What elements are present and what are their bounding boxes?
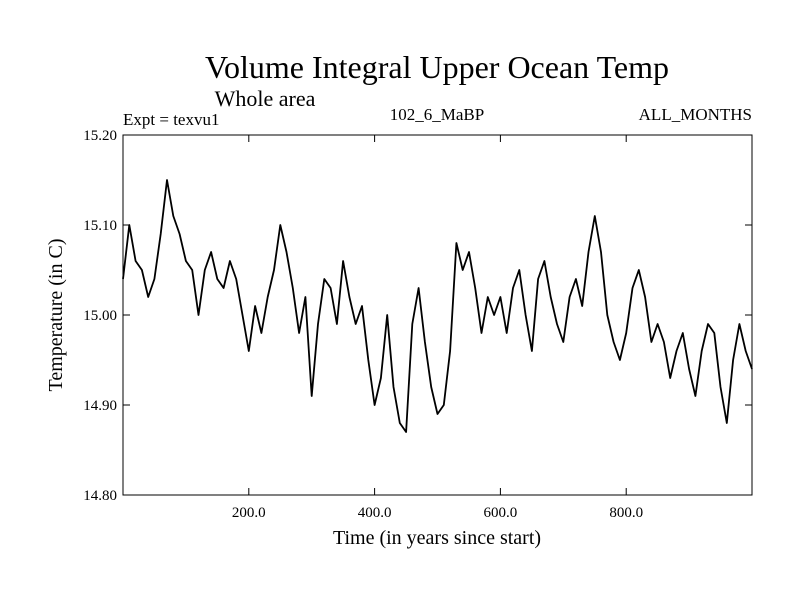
y-axis: 14.80 14.90 15.00 15.10 15.20: [83, 128, 752, 504]
chart-subtitle: Whole area: [215, 86, 316, 111]
temperature-series-line: [122, 179, 753, 433]
run-label: 102_6_MaBP: [390, 105, 484, 124]
y-tick-label: 14.90: [83, 398, 117, 414]
x-tick-label: 400.0: [358, 505, 392, 521]
x-axis: 200.0 400.0 600.0 800.0: [232, 135, 643, 521]
experiment-label: Expt = texvu1: [123, 110, 219, 129]
y-tick-label: 15.00: [83, 308, 117, 324]
x-axis-label: Time (in years since start): [333, 527, 541, 549]
y-tick-label: 15.20: [83, 128, 117, 144]
plot-frame: [122, 134, 753, 496]
y-tick-label: 14.80: [83, 488, 117, 504]
x-tick-label: 800.0: [609, 505, 643, 521]
x-tick-label: 200.0: [232, 505, 266, 521]
y-axis-label: Temperature (in C): [45, 239, 67, 392]
x-tick-label: 600.0: [484, 505, 518, 521]
y-tick-label: 15.10: [83, 218, 117, 234]
chart-title: Volume Integral Upper Ocean Temp: [205, 49, 669, 85]
period-label: ALL_MONTHS: [639, 105, 752, 124]
